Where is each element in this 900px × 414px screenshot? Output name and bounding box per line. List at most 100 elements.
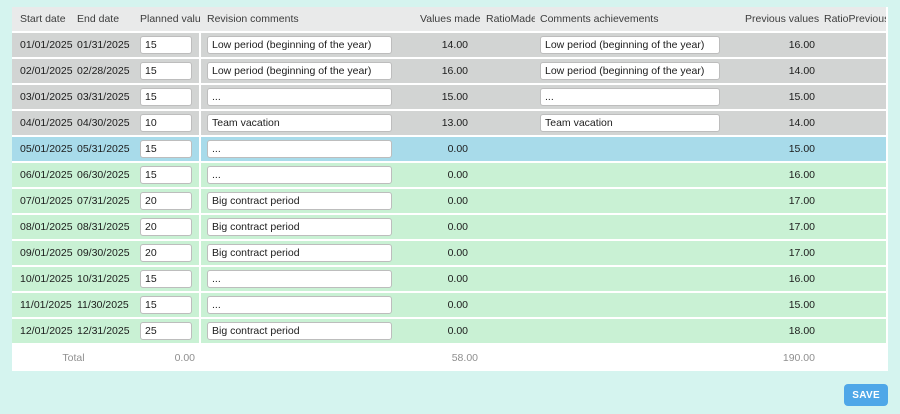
revision-comment-input[interactable] [207, 322, 392, 340]
table-row[interactable]: 04/01/2025 04/30/2025 13.00 14.00 [12, 111, 888, 137]
total-label: Total [12, 345, 135, 371]
start-date-cell: 02/01/2025 [12, 59, 73, 85]
revision-comment-input[interactable] [207, 140, 392, 158]
revision-comment-input[interactable] [207, 244, 392, 262]
table-row[interactable]: 07/01/2025 07/31/2025 0.00 17.00 [12, 189, 888, 215]
total-achievements-spacer [535, 345, 745, 371]
start-date-cell: 01/01/2025 [12, 33, 73, 59]
ratio-made-cell [480, 85, 535, 111]
table-row[interactable]: 03/01/2025 03/31/2025 15.00 15.00 [12, 85, 888, 111]
revision-comment-input[interactable] [207, 192, 392, 210]
header-revision-comments: Revision comments [201, 7, 420, 33]
planned-value-input[interactable] [140, 218, 192, 236]
end-date-cell: 09/30/2025 [73, 241, 135, 267]
end-date-cell: 10/31/2025 [73, 267, 135, 293]
table-row[interactable]: 01/01/2025 01/31/2025 14.00 16.00 [12, 33, 888, 59]
total-revision-spacer [201, 345, 420, 371]
planned-value-input[interactable] [140, 88, 192, 106]
ratio-made-cell [480, 189, 535, 215]
planned-value-input[interactable] [140, 192, 192, 210]
table-row[interactable]: 11/01/2025 11/30/2025 0.00 15.00 [12, 293, 888, 319]
revision-comment-input[interactable] [207, 166, 392, 184]
table-row[interactable]: 12/01/2025 12/31/2025 0.00 18.00 [12, 319, 888, 345]
planned-value-input[interactable] [140, 140, 192, 158]
ratio-made-cell [480, 267, 535, 293]
table-row[interactable]: 08/01/2025 08/31/2025 0.00 17.00 [12, 215, 888, 241]
values-made-cell: 0.00 [420, 241, 480, 267]
ratio-previous-cell [820, 85, 888, 111]
table-row[interactable]: 06/01/2025 06/30/2025 0.00 16.00 [12, 163, 888, 189]
end-date-cell: 07/31/2025 [73, 189, 135, 215]
planned-value-input[interactable] [140, 62, 192, 80]
planned-value-input[interactable] [140, 166, 192, 184]
previous-values-cell: 16.00 [745, 33, 820, 59]
save-button[interactable]: SAVE [844, 384, 888, 406]
ratio-previous-cell [820, 293, 888, 319]
values-made-cell: 13.00 [420, 111, 480, 137]
revision-comment-input[interactable] [207, 62, 392, 80]
values-made-cell: 0.00 [420, 319, 480, 345]
revision-comment-input[interactable] [207, 36, 392, 54]
end-date-cell: 01/31/2025 [73, 33, 135, 59]
table-row[interactable]: 05/01/2025 05/31/2025 0.00 15.00 [12, 137, 888, 163]
previous-values-cell: 14.00 [745, 59, 820, 85]
planning-table: Start date End date Planned values Revis… [12, 7, 888, 371]
achievement-comment-input[interactable] [540, 36, 720, 54]
planned-value-input[interactable] [140, 296, 192, 314]
header-previous-values: Previous values [745, 7, 820, 33]
header-values-made: Values made [420, 7, 480, 33]
ratio-previous-cell [820, 319, 888, 345]
achievement-comment-input[interactable] [540, 62, 720, 80]
start-date-cell: 10/01/2025 [12, 267, 73, 293]
achievement-comment-input[interactable] [540, 88, 720, 106]
end-date-cell: 11/30/2025 [73, 293, 135, 319]
revision-comment-input[interactable] [207, 114, 392, 132]
previous-values-cell: 15.00 [745, 293, 820, 319]
ratio-made-cell [480, 163, 535, 189]
revision-comment-input[interactable] [207, 218, 392, 236]
ratio-previous-cell [820, 189, 888, 215]
header-start-date: Start date [12, 7, 73, 33]
header-ratio-made: RatioMade [480, 7, 535, 33]
previous-values-cell: 16.00 [745, 163, 820, 189]
previous-values-cell: 16.00 [745, 267, 820, 293]
start-date-cell: 08/01/2025 [12, 215, 73, 241]
planned-value-input[interactable] [140, 244, 192, 262]
start-date-cell: 09/01/2025 [12, 241, 73, 267]
header-end-date: End date [73, 7, 135, 33]
revision-comment-input[interactable] [207, 296, 392, 314]
header-comments-achievements: Comments achievements [535, 7, 745, 33]
ratio-made-cell [480, 241, 535, 267]
values-made-cell: 0.00 [420, 215, 480, 241]
planned-value-input[interactable] [140, 270, 192, 288]
end-date-cell: 12/31/2025 [73, 319, 135, 345]
planned-value-input[interactable] [140, 114, 192, 132]
actions-bar: SAVE [12, 384, 888, 406]
total-values-made: 58.00 [420, 345, 480, 371]
planned-value-input[interactable] [140, 322, 192, 340]
total-ratio-made-spacer [480, 345, 535, 371]
ratio-made-cell [480, 215, 535, 241]
end-date-cell: 04/30/2025 [73, 111, 135, 137]
start-date-cell: 12/01/2025 [12, 319, 73, 345]
start-date-cell: 07/01/2025 [12, 189, 73, 215]
start-date-cell: 05/01/2025 [12, 137, 73, 163]
table-row[interactable]: 10/01/2025 10/31/2025 0.00 16.00 [12, 267, 888, 293]
previous-values-cell: 17.00 [745, 215, 820, 241]
planned-value-input[interactable] [140, 36, 192, 54]
header-planned-values: Planned values [135, 7, 201, 33]
ratio-previous-cell [820, 137, 888, 163]
start-date-cell: 04/01/2025 [12, 111, 73, 137]
revision-comment-input[interactable] [207, 270, 392, 288]
table-row[interactable]: 02/01/2025 02/28/2025 16.00 14.00 [12, 59, 888, 85]
table-row[interactable]: 09/01/2025 09/30/2025 0.00 17.00 [12, 241, 888, 267]
values-made-cell: 0.00 [420, 267, 480, 293]
previous-values-cell: 15.00 [745, 137, 820, 163]
achievement-comment-input[interactable] [540, 114, 720, 132]
previous-values-cell: 17.00 [745, 189, 820, 215]
previous-values-cell: 18.00 [745, 319, 820, 345]
revision-comment-input[interactable] [207, 88, 392, 106]
values-made-cell: 0.00 [420, 163, 480, 189]
values-made-cell: 15.00 [420, 85, 480, 111]
